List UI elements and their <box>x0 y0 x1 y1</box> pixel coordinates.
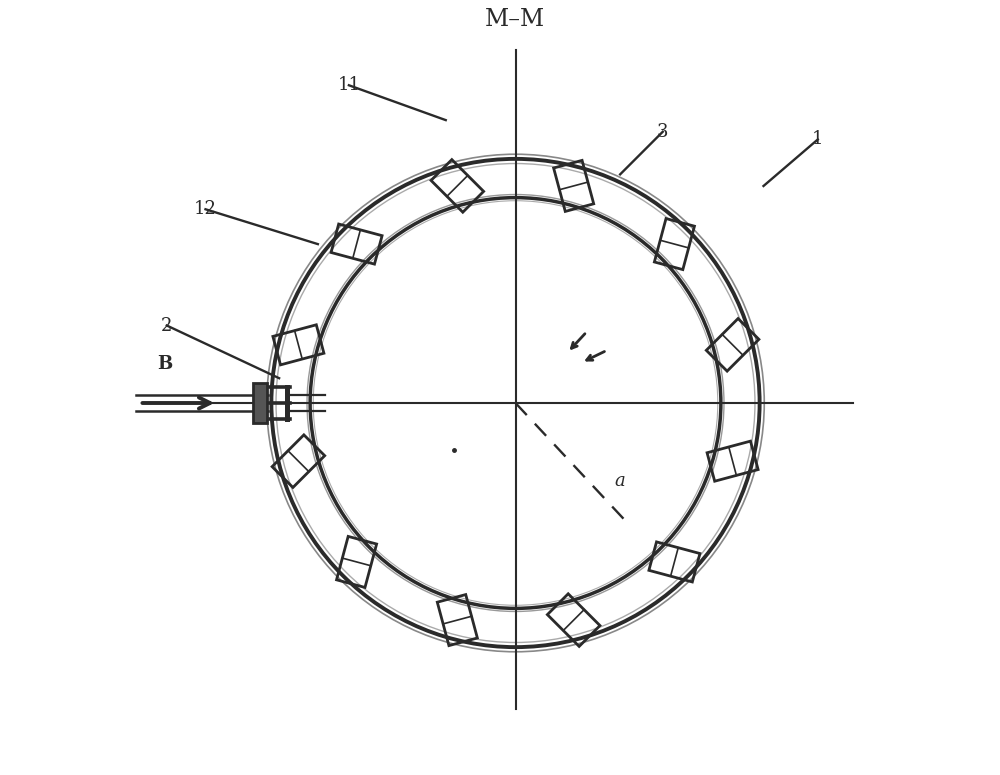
Text: a: a <box>615 471 626 490</box>
Text: 11: 11 <box>337 76 360 95</box>
Bar <box>253 383 267 423</box>
Text: B: B <box>158 355 173 374</box>
Text: M–M: M–M <box>485 8 546 31</box>
Text: 12: 12 <box>194 200 217 219</box>
Text: 1: 1 <box>812 130 824 149</box>
Text: 2: 2 <box>161 316 172 335</box>
Text: 3: 3 <box>657 122 668 141</box>
